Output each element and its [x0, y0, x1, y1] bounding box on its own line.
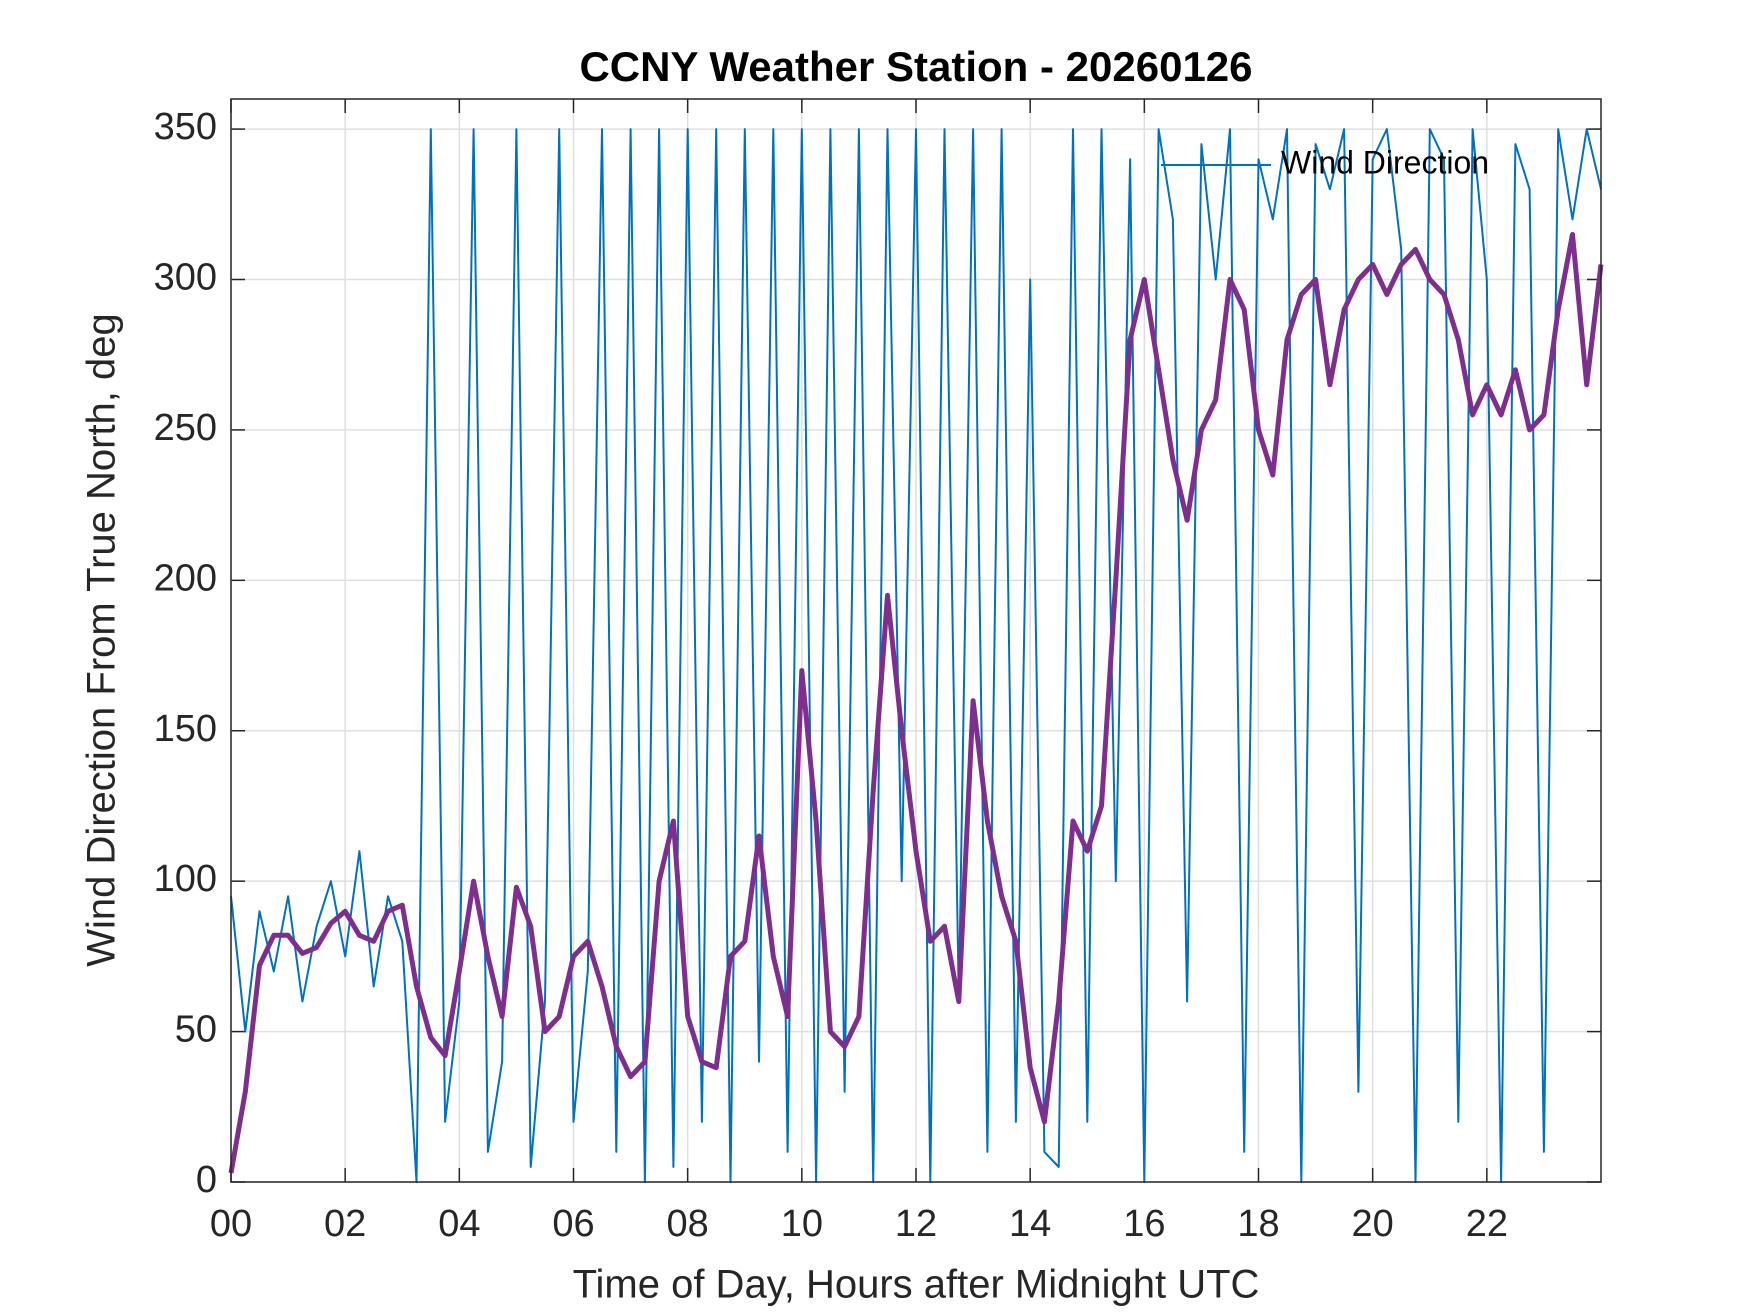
x-tick-label: 14 [1009, 1203, 1051, 1245]
data-line [230, 128, 1602, 1183]
x-tick-label: 02 [324, 1203, 366, 1245]
x-tick-label: 10 [781, 1203, 823, 1245]
y-tick-label: 350 [154, 106, 217, 148]
y-axis-label: Wind Direction From True North, deg [80, 313, 124, 967]
x-axis-label: Time of Day, Hours after Midnight UTC [573, 1263, 1260, 1307]
plot-frame [230, 98, 1602, 1183]
x-tick-label: 18 [1237, 1203, 1279, 1245]
y-tick-label: 0 [196, 1159, 217, 1201]
x-tick-label: 00 [210, 1203, 252, 1245]
y-tick-label: 300 [154, 257, 217, 299]
data-line [228, 231, 1604, 1174]
y-tick-label: 250 [154, 407, 217, 449]
x-tick-label: 22 [1466, 1203, 1508, 1245]
legend-label: Wind Direction [1281, 144, 1489, 180]
y-tick-label: 150 [154, 708, 217, 750]
y-tick-label: 50 [175, 1009, 217, 1051]
x-tick-label: 08 [667, 1203, 709, 1245]
x-tick-label: 06 [552, 1203, 594, 1245]
x-tick-label: 04 [438, 1203, 480, 1245]
x-tick-label: 12 [895, 1203, 937, 1245]
x-tick-label: 16 [1123, 1203, 1165, 1245]
x-tick-label: 20 [1352, 1203, 1394, 1245]
y-tick-label: 200 [154, 557, 217, 599]
y-tick-label: 100 [154, 858, 217, 900]
chart-title: CCNY Weather Station - 20260126 [579, 43, 1252, 90]
